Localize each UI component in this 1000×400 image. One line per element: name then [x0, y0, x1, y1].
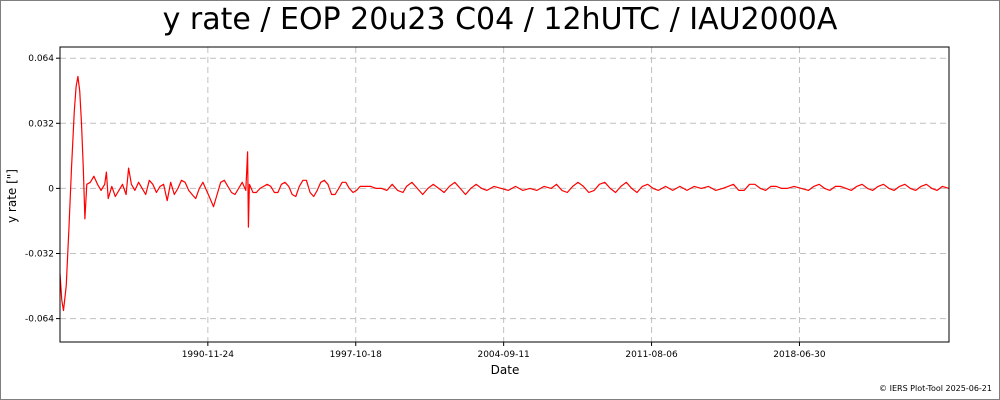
- x-tick-label: 2018-06-30: [773, 350, 826, 360]
- y-tick-label: -0.064: [25, 315, 54, 325]
- series-layer: [59, 75, 950, 312]
- x-tick-label: 2004-09-11: [477, 350, 529, 360]
- x-axis-label: Date: [491, 363, 520, 377]
- plot-border: [59, 46, 950, 343]
- y-axis-label: y rate ["]: [5, 169, 19, 223]
- x-tick-label: 2011-08-06: [625, 350, 678, 360]
- series-line: [59, 75, 950, 312]
- y-tick-label: -0.032: [25, 250, 54, 260]
- chart-title: y rate / EOP 20u23 C04 / 12hUTC / IAU200…: [162, 2, 838, 37]
- y-tick-label: 0: [48, 184, 54, 194]
- x-tick-label: 1997-10-18: [330, 350, 383, 360]
- grid-layer: [60, 47, 949, 342]
- y-tick-label: 0.064: [28, 54, 54, 64]
- x-tick-label: 1990-11-24: [182, 350, 235, 360]
- plot-area: [60, 47, 949, 342]
- y-tick-label: 0.032: [28, 119, 54, 129]
- footer-credit: © IERS Plot-Tool 2025-06-21: [879, 384, 992, 393]
- axes-layer: 0.064 0.032 0 -0.032 -0.064 1990-11-24 1997-10…: [25, 46, 950, 360]
